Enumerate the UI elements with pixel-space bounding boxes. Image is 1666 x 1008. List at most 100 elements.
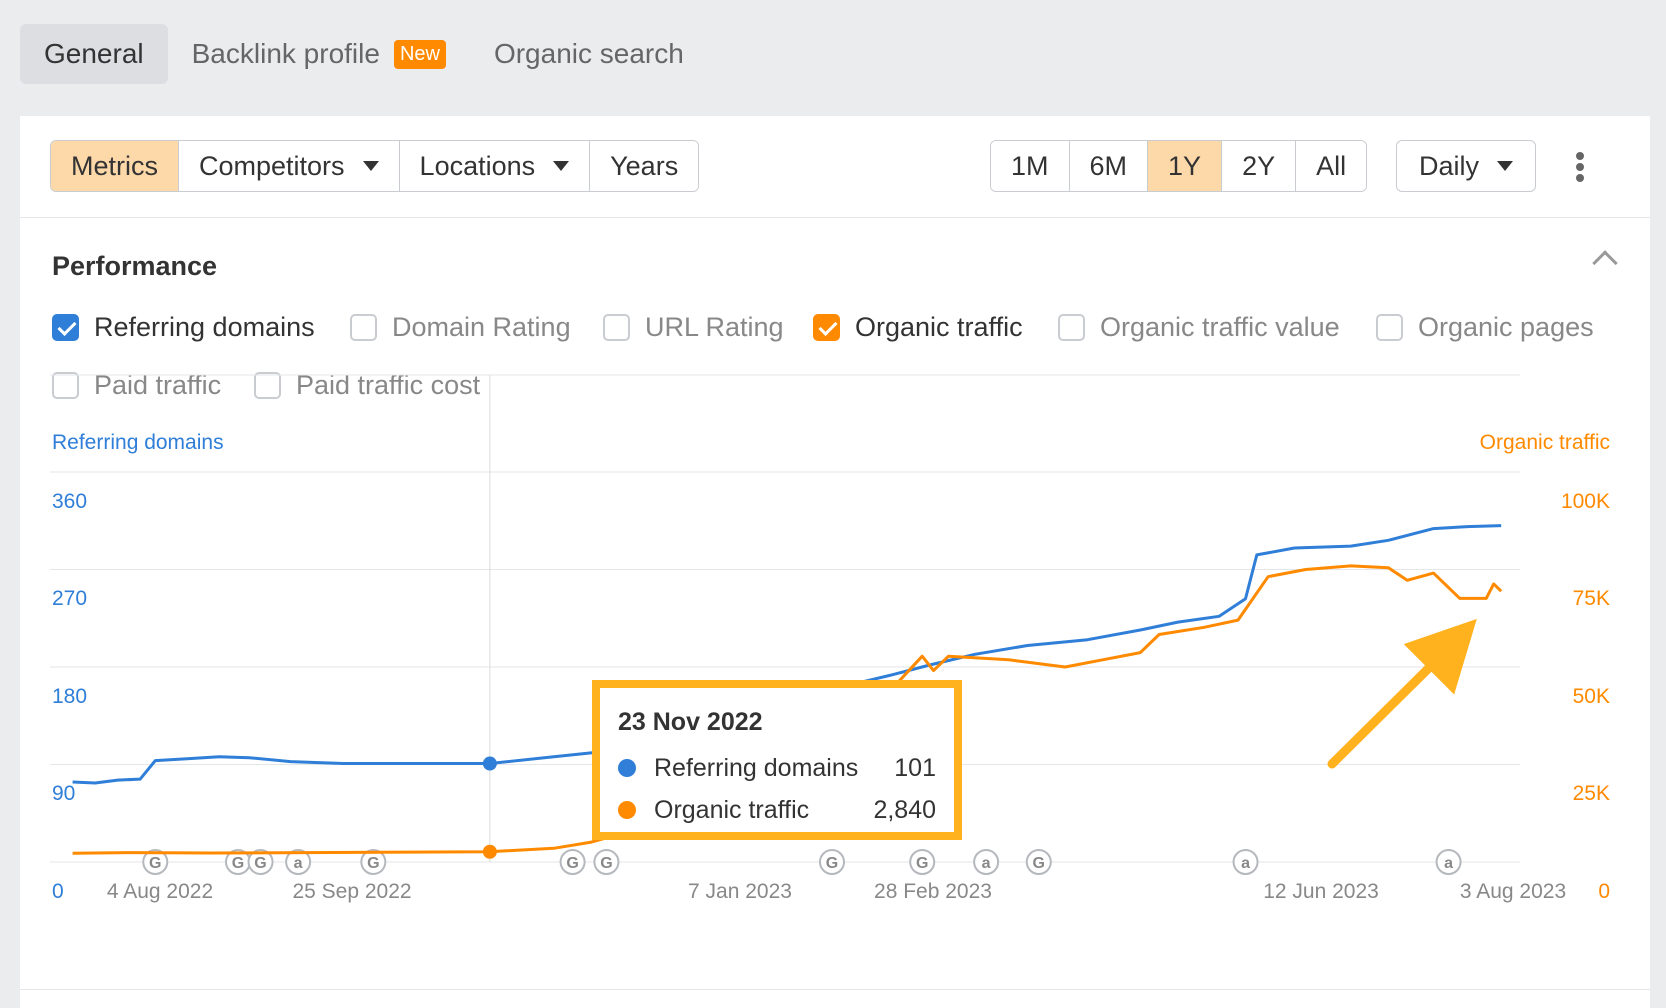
- ahrefs-update-marker-icon: a: [1435, 849, 1462, 875]
- new-badge: New: [393, 39, 446, 69]
- svg-text:a: a: [294, 855, 303, 872]
- checkbox-label: Referring domains: [94, 312, 315, 342]
- left-tick: 90: [52, 782, 76, 805]
- view-segmented-control: Metrics Competitors Locations Years: [50, 140, 700, 192]
- left-tick: 0: [52, 880, 64, 903]
- metrics-button[interactable]: Metrics: [51, 141, 179, 191]
- legend-dot-blue: [618, 759, 636, 777]
- svg-text:G: G: [826, 855, 838, 872]
- svg-text:G: G: [367, 855, 379, 872]
- right-tick: 100K: [1560, 490, 1610, 513]
- checkbox-url-rating[interactable]: URL Rating: [603, 312, 784, 343]
- arrow-head: [1403, 618, 1477, 695]
- right-tick: 50K: [1572, 685, 1610, 708]
- google-update-marker-icon: G: [559, 849, 586, 875]
- tooltip-series-name: Referring domains: [654, 753, 859, 782]
- checkbox-box: [603, 314, 630, 341]
- tab-general[interactable]: General: [20, 24, 168, 84]
- chart-grid: [50, 374, 1520, 863]
- checkbox-organic-traffic-value[interactable]: Organic traffic value: [1058, 312, 1340, 343]
- tooltip-row-referring-domains: Referring domains 101: [618, 747, 936, 789]
- google-update-marker-icon: G: [818, 849, 845, 875]
- checkbox-box: [1058, 314, 1085, 341]
- series-line-organic-traffic: [72, 564, 1503, 855]
- competitors-dropdown[interactable]: Competitors: [179, 141, 400, 191]
- checkbox-label: URL Rating: [645, 312, 784, 342]
- checkbox-label: Organic traffic: [855, 312, 1023, 342]
- range-1m-button[interactable]: 1M: [991, 141, 1070, 191]
- range-1y-button[interactable]: 1Y: [1148, 141, 1223, 191]
- x-tick: 25 Sep 2022: [292, 880, 412, 903]
- right-tick: 0: [1598, 880, 1610, 903]
- section-title: Performance: [52, 251, 218, 281]
- x-tick: 4 Aug 2022: [106, 880, 214, 903]
- checkbox-organic-traffic[interactable]: Organic traffic: [813, 312, 1023, 343]
- caret-down-icon: [553, 161, 570, 171]
- toolbar: Metrics Competitors Locations Years 1M 6…: [20, 116, 1650, 218]
- checkbox-label: Organic pages: [1418, 312, 1594, 342]
- left-tick: 180: [52, 685, 88, 708]
- arrow-shaft: [1327, 648, 1449, 769]
- svg-text:G: G: [566, 855, 578, 872]
- tab-organic-search[interactable]: Organic search: [470, 24, 708, 84]
- google-update-marker-icon: G: [593, 849, 620, 875]
- left-axis-title: Referring domains: [52, 431, 224, 454]
- svg-text:G: G: [232, 855, 244, 872]
- x-tick: 7 Jan 2023: [688, 880, 792, 903]
- legend-dot-orange: [618, 801, 636, 819]
- tooltip-value: 2,840: [873, 795, 936, 824]
- checkbox-box: [813, 314, 840, 341]
- tab-backlink-profile[interactable]: Backlink profile New: [168, 24, 470, 84]
- svg-text:a: a: [1241, 855, 1250, 872]
- right-tick: 25K: [1572, 782, 1610, 805]
- range-6m-button[interactable]: 6M: [1069, 141, 1149, 191]
- competitors-label: Competitors: [199, 150, 345, 181]
- google-update-marker-icon: G: [360, 849, 387, 875]
- interval-dropdown[interactable]: Daily: [1396, 140, 1537, 192]
- svg-text:G: G: [1033, 855, 1045, 872]
- divider: [20, 989, 1650, 990]
- locations-label: Locations: [419, 150, 536, 181]
- checkbox-box: [254, 372, 281, 399]
- locations-dropdown[interactable]: Locations: [399, 141, 591, 191]
- google-update-marker-icon: G: [247, 849, 274, 875]
- highlight-arrow: [1327, 618, 1477, 769]
- svg-text:G: G: [254, 855, 266, 872]
- checkbox-label: Organic traffic value: [1100, 312, 1340, 342]
- caret-down-icon: [362, 161, 379, 171]
- svg-text:a: a: [982, 855, 991, 872]
- checkbox-box: [52, 372, 79, 399]
- checkbox-organic-pages[interactable]: Organic pages: [1376, 312, 1594, 343]
- tooltip-series-name: Organic traffic: [654, 795, 810, 824]
- top-tabs: General Backlink profile New Organic sear…: [20, 24, 708, 84]
- tooltip-date: 23 Nov 2022: [618, 708, 763, 736]
- more-options-icon[interactable]: [1575, 152, 1585, 182]
- google-update-marker-icon: G: [909, 849, 936, 875]
- left-tick: 270: [52, 587, 88, 610]
- hover-point-referring-domains: [482, 756, 497, 771]
- years-button[interactable]: Years: [590, 141, 699, 191]
- tooltip-value: 101: [894, 753, 936, 782]
- chart-tooltip: 23 Nov 2022 Referring domains 101 Organi…: [592, 680, 962, 840]
- checkbox-domain-rating[interactable]: Domain Rating: [350, 312, 571, 343]
- overview-card: Metrics Competitors Locations Years 1M 6…: [20, 116, 1650, 1008]
- interval-label: Daily: [1419, 150, 1480, 181]
- svg-text:a: a: [1444, 855, 1453, 872]
- range-all-button[interactable]: All: [1296, 141, 1367, 191]
- x-tick: 28 Feb 2023: [874, 880, 992, 903]
- ahrefs-update-marker-icon: a: [1232, 849, 1259, 875]
- left-tick: 360: [52, 490, 88, 513]
- checkbox-box: [350, 314, 377, 341]
- tooltip-row-organic-traffic: Organic traffic 2,840: [618, 789, 936, 831]
- checkbox-referring-domains[interactable]: Referring domains: [52, 312, 315, 343]
- ahrefs-update-marker-icon: a: [973, 849, 1000, 875]
- x-tick: 12 Jun 2023: [1263, 880, 1379, 903]
- range-segmented-control: 1M 6M 1Y 2Y All: [990, 140, 1368, 192]
- range-2y-button[interactable]: 2Y: [1222, 141, 1297, 191]
- ahrefs-update-marker-icon: a: [285, 849, 312, 875]
- checkbox-box: [52, 314, 79, 341]
- caret-down-icon: [1497, 161, 1514, 171]
- svg-text:G: G: [916, 855, 928, 872]
